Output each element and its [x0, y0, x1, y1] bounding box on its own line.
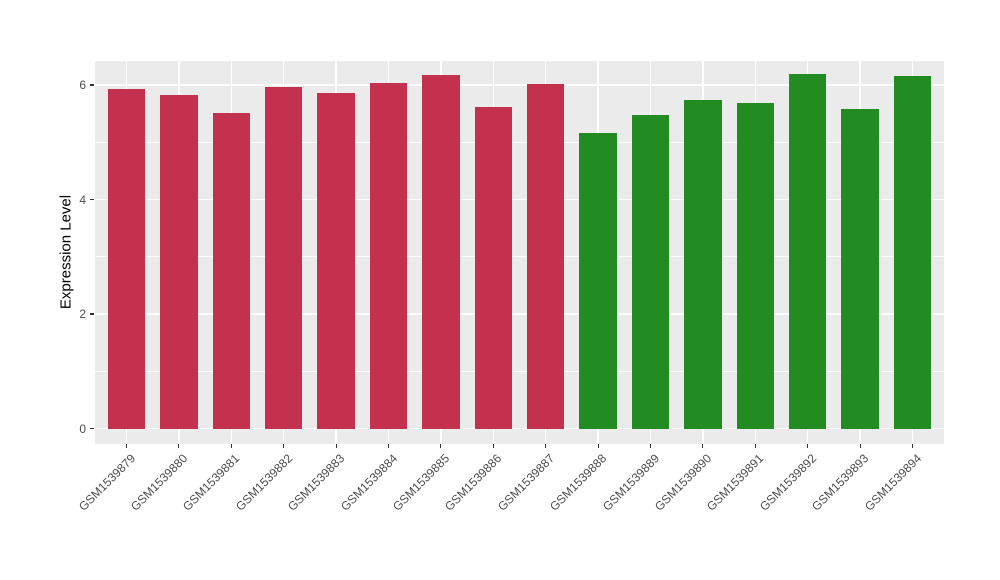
y-tick-2: [90, 313, 94, 315]
x-tick-GSM1539889: [649, 444, 652, 448]
x-tick-GSM1539882: [283, 444, 285, 448]
x-tick-GSM1539885: [440, 444, 442, 448]
bar-GSM1539881: [212, 112, 251, 429]
y-axis-title: Expression Level: [57, 194, 75, 310]
x-tick-GSM1539887: [545, 444, 547, 448]
bar-GSM1539891: [736, 102, 775, 429]
y-tick-0: [90, 427, 94, 430]
x-tick-GSM1539886: [492, 444, 494, 448]
x-tick-GSM1539879: [125, 444, 128, 448]
bar-GSM1539894: [893, 75, 932, 429]
bar-GSM1539883: [317, 93, 355, 429]
bar-GSM1539879: [107, 89, 146, 429]
bar-GSM1539886: [474, 106, 513, 429]
bar-GSM1539885: [422, 75, 460, 429]
bar-GSM1539889: [631, 114, 670, 429]
x-tick-GSM1539891: [754, 444, 756, 448]
x-tick-GSM1539883: [335, 444, 337, 448]
x-tick-GSM1539890: [702, 444, 704, 448]
y-tick-4: [90, 198, 94, 201]
gridline-minor-y3: [95, 256, 944, 258]
bar-GSM1539882: [264, 86, 303, 429]
x-tick-GSM1539884: [387, 444, 390, 448]
x-tick-GSM1539880: [178, 444, 180, 448]
bar-GSM1539888: [579, 133, 617, 429]
bar-GSM1539884: [369, 82, 408, 429]
gridline-major-y6: [95, 84, 944, 86]
x-tick-GSM1539892: [807, 444, 809, 448]
gridline-minor-y1: [95, 370, 944, 372]
y-tick-label-0: 0: [79, 421, 86, 436]
x-tick-GSM1539894: [911, 444, 914, 448]
bar-GSM1539887: [526, 83, 565, 429]
bar-GSM1539893: [841, 109, 879, 429]
y-tick-label-2: 2: [79, 307, 86, 322]
bar-GSM1539890: [684, 99, 722, 429]
plot-panel: [95, 61, 944, 444]
x-tick-GSM1539881: [230, 444, 232, 448]
y-tick-label-6: 6: [79, 78, 86, 93]
gridline-major-y2: [95, 313, 944, 315]
x-tick-GSM1539893: [859, 444, 861, 448]
x-tick-label-GSM1539879: GSM1539879: [75, 451, 138, 514]
y-tick-label-4: 4: [79, 192, 86, 207]
gridline-major-y0: [95, 427, 944, 430]
gridline-minor-y5: [95, 141, 944, 143]
bar-GSM1539880: [160, 94, 198, 429]
bar-GSM1539892: [788, 73, 827, 429]
y-tick-6: [90, 84, 94, 86]
x-tick-GSM1539888: [597, 444, 599, 448]
gridline-major-y4: [95, 198, 944, 201]
